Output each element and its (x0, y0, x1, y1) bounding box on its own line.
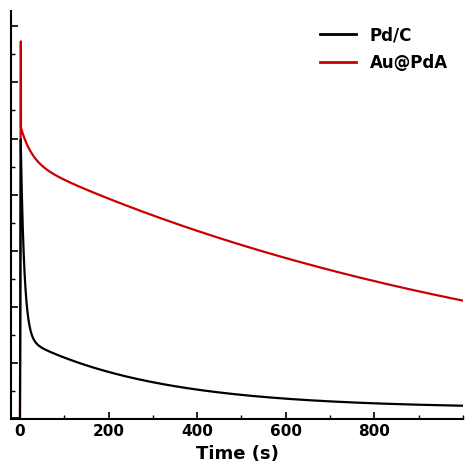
Au@PdA (17, 417, 23, 422)
Au@PdA (357, 275, 363, 281)
Pd/C (19, 197, 25, 203)
Pd/C (274, 395, 280, 401)
X-axis label: Time (s): Time (s) (196, 445, 278, 463)
Pd/C (357, 400, 363, 406)
Au@PdA (215, 235, 220, 240)
Au@PdA (453, 296, 458, 302)
Au@PdA (317, 264, 323, 270)
Pd/C (18, 137, 24, 142)
Line: Au@PdA: Au@PdA (11, 41, 463, 419)
Legend: Pd/C, Au@PdA: Pd/C, Au@PdA (313, 19, 455, 79)
Pd/C (215, 390, 220, 395)
Au@PdA (8, 416, 14, 421)
Pd/C (317, 398, 323, 404)
Au@PdA (18, 38, 24, 44)
Pd/C (8, 416, 14, 421)
Pd/C (453, 403, 458, 409)
Pd/C (17, 417, 23, 422)
Au@PdA (19, 128, 25, 134)
Line: Pd/C: Pd/C (11, 139, 463, 419)
Au@PdA (274, 253, 280, 258)
Pd/C (460, 403, 466, 409)
Au@PdA (460, 298, 466, 303)
